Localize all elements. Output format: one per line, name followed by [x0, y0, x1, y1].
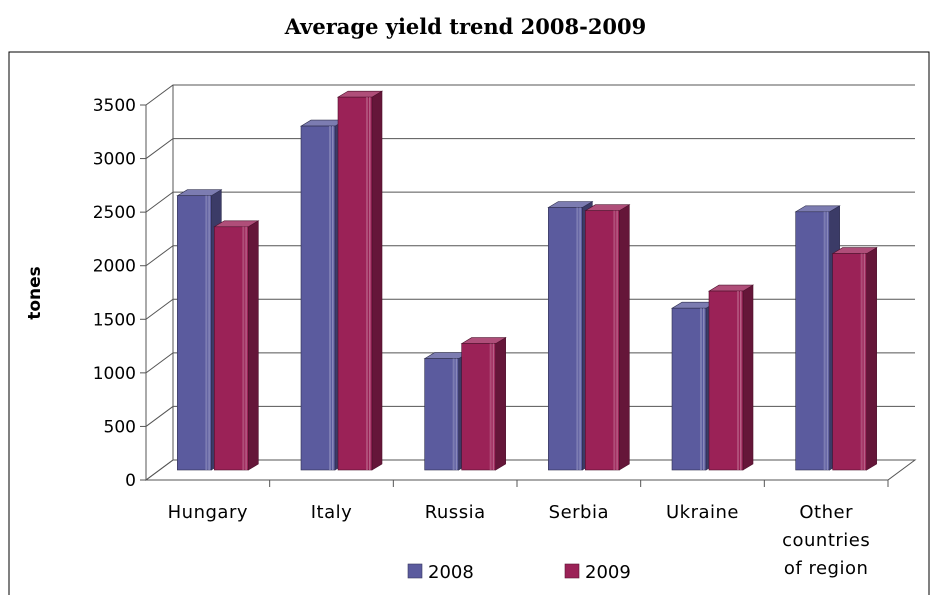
gridline [145, 138, 915, 159]
x-tick-label: of region [784, 558, 869, 579]
x-tick-label: Russia [425, 502, 486, 523]
y-tick-label: 1500 [93, 310, 136, 330]
gridline [145, 191, 915, 213]
legend-item-2009: 2009 [564, 562, 631, 583]
bar-2009-other-countries-of-region [831, 247, 878, 471]
legend-label: 2008 [428, 562, 474, 583]
legend: 2008 2009 [407, 562, 631, 583]
bar-2008-hungary [176, 189, 223, 471]
bar-2009-russia [460, 337, 507, 471]
chart-area-border [8, 51, 930, 595]
legend-item-2008: 2008 [407, 562, 474, 583]
bar-2009-hungary [213, 220, 260, 471]
bar-2009-serbia [584, 204, 631, 471]
gridline [145, 298, 915, 320]
y-tick-label: 1000 [93, 364, 136, 384]
y-tick-label: 3000 [93, 150, 136, 170]
x-tick-label: Serbia [549, 502, 609, 523]
x-tick-label: countries [782, 530, 870, 551]
gridlines [145, 84, 915, 427]
bar-2009-ukraine [707, 284, 755, 471]
y-tick-label: 3500 [93, 96, 136, 116]
y-axis-label: tones [25, 266, 45, 320]
x-axis-labels: Hungary Italy Russia Serbia Ukraine Other coun… [168, 480, 889, 579]
legend-swatch [564, 563, 580, 579]
legend-swatch [407, 563, 423, 579]
y-tick-label: 2500 [93, 203, 136, 223]
y-tick-label: 0 [125, 471, 136, 491]
gridline [145, 352, 915, 374]
gridline [145, 84, 915, 106]
x-tick-label: Italy [311, 502, 353, 523]
gridline [145, 245, 915, 267]
x-tick-label: Hungary [168, 502, 248, 523]
y-tick-label: 2000 [93, 257, 136, 277]
y-axis-ticks: 0 500 1000 1500 2000 2500 3000 3500 [93, 96, 888, 491]
side-wall [145, 85, 174, 481]
bar-2009-italy [336, 90, 384, 471]
chart-title: Average yield trend 2008-2009 [284, 14, 647, 39]
x-tick-label: Other [799, 502, 853, 523]
y-tick-label: 500 [104, 417, 136, 437]
legend-label: 2009 [585, 562, 631, 583]
x-tick-label: Ukraine [666, 502, 739, 523]
bars [176, 90, 878, 471]
gridline [145, 405, 915, 427]
